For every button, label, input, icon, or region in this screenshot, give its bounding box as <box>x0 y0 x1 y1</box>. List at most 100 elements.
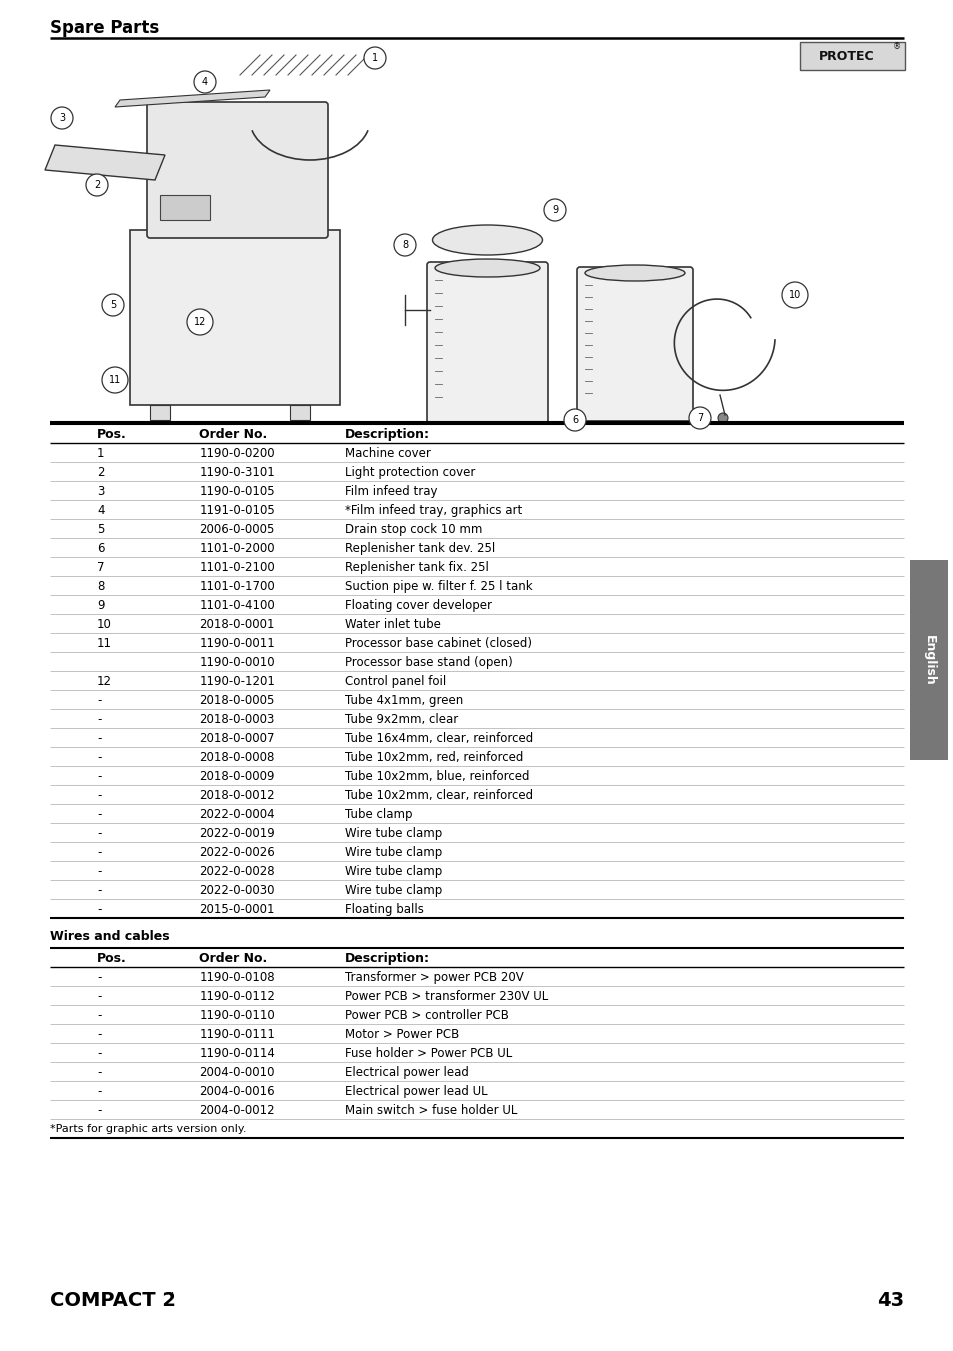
Text: 8: 8 <box>401 240 408 250</box>
Text: 1190-0-0011: 1190-0-0011 <box>199 636 274 650</box>
Text: -: - <box>97 1104 101 1117</box>
Circle shape <box>688 407 710 430</box>
Text: Floating balls: Floating balls <box>344 902 423 916</box>
Ellipse shape <box>435 259 539 277</box>
Text: 1101-0-2000: 1101-0-2000 <box>199 542 274 555</box>
Text: -: - <box>97 1009 101 1021</box>
Text: Floating cover developer: Floating cover developer <box>344 598 491 612</box>
Text: 2022-0-0030: 2022-0-0030 <box>199 884 274 897</box>
Text: 9: 9 <box>552 205 558 215</box>
Text: Power PCB > transformer 230V UL: Power PCB > transformer 230V UL <box>344 990 547 1002</box>
Text: 2004-0-0016: 2004-0-0016 <box>199 1085 274 1097</box>
Polygon shape <box>45 145 165 180</box>
Text: 1: 1 <box>97 447 105 459</box>
Text: 1101-0-4100: 1101-0-4100 <box>199 598 274 612</box>
FancyBboxPatch shape <box>147 101 328 238</box>
Text: *Parts for graphic arts version only.: *Parts for graphic arts version only. <box>50 1124 246 1133</box>
Text: 2004-0-0012: 2004-0-0012 <box>199 1104 274 1117</box>
Text: 2022-0-0028: 2022-0-0028 <box>199 865 274 878</box>
Text: Pos.: Pos. <box>97 428 127 440</box>
Text: ®: ® <box>892 42 900 51</box>
Circle shape <box>102 367 128 393</box>
Text: Processor base stand (open): Processor base stand (open) <box>344 657 512 669</box>
Text: Tube 9x2mm, clear: Tube 9x2mm, clear <box>344 713 457 725</box>
Circle shape <box>51 107 73 128</box>
Text: Replenisher tank dev. 25l: Replenisher tank dev. 25l <box>344 542 495 555</box>
Text: 1190-0-1201: 1190-0-1201 <box>199 676 275 688</box>
Text: -: - <box>97 970 101 984</box>
Text: 10: 10 <box>97 617 112 631</box>
Text: Order No.: Order No. <box>199 951 268 965</box>
Text: 1190-0-0111: 1190-0-0111 <box>199 1028 275 1040</box>
Text: -: - <box>97 846 101 859</box>
Text: 4: 4 <box>202 77 208 86</box>
Text: 11: 11 <box>97 636 112 650</box>
Text: Suction pipe w. filter f. 25 l tank: Suction pipe w. filter f. 25 l tank <box>344 580 532 593</box>
Text: 11: 11 <box>109 376 121 385</box>
Text: 2022-0-0026: 2022-0-0026 <box>199 846 274 859</box>
Text: -: - <box>97 732 101 744</box>
Text: 2018-0-0001: 2018-0-0001 <box>199 617 274 631</box>
Text: 2: 2 <box>97 466 105 480</box>
Text: 1190-0-0114: 1190-0-0114 <box>199 1047 275 1059</box>
Text: ™: ™ <box>165 1290 175 1300</box>
Text: Power PCB > controller PCB: Power PCB > controller PCB <box>344 1009 508 1021</box>
Text: 12: 12 <box>193 317 206 327</box>
Text: 2018-0-0003: 2018-0-0003 <box>199 713 274 725</box>
Circle shape <box>193 72 215 93</box>
Text: Replenisher tank fix. 25l: Replenisher tank fix. 25l <box>344 561 488 574</box>
Text: 1101-0-1700: 1101-0-1700 <box>199 580 274 593</box>
Text: Wires and cables: Wires and cables <box>50 929 170 943</box>
Text: Motor > Power PCB: Motor > Power PCB <box>344 1028 458 1040</box>
Text: Spare Parts: Spare Parts <box>50 19 159 36</box>
FancyBboxPatch shape <box>577 267 692 422</box>
Text: Wire tube clamp: Wire tube clamp <box>344 865 441 878</box>
Bar <box>130 230 339 405</box>
Text: 3: 3 <box>59 113 65 123</box>
Text: 2: 2 <box>93 180 100 190</box>
Text: Electrical power lead: Electrical power lead <box>344 1066 468 1078</box>
Text: COMPACT 2: COMPACT 2 <box>50 1290 175 1309</box>
Circle shape <box>563 409 585 431</box>
Text: Order No.: Order No. <box>199 428 268 440</box>
Text: Drain stop cock 10 mm: Drain stop cock 10 mm <box>344 523 481 536</box>
Polygon shape <box>115 91 270 107</box>
Text: -: - <box>97 1066 101 1078</box>
Bar <box>150 405 170 420</box>
Text: 7: 7 <box>696 413 702 423</box>
Bar <box>290 405 310 420</box>
Text: -: - <box>97 884 101 897</box>
Text: 7: 7 <box>97 561 105 574</box>
Text: Control panel foil: Control panel foil <box>344 676 445 688</box>
Text: Tube 16x4mm, clear, reinforced: Tube 16x4mm, clear, reinforced <box>344 732 533 744</box>
Text: 8: 8 <box>97 580 104 593</box>
Text: Pos.: Pos. <box>97 951 127 965</box>
Text: 43: 43 <box>876 1290 903 1309</box>
Text: 1191-0-0105: 1191-0-0105 <box>199 504 274 517</box>
Text: -: - <box>97 1047 101 1059</box>
Text: 2022-0-0004: 2022-0-0004 <box>199 808 274 821</box>
Bar <box>160 195 210 220</box>
Text: Tube clamp: Tube clamp <box>344 808 412 821</box>
Text: Description:: Description: <box>344 951 429 965</box>
Text: 6: 6 <box>572 415 578 426</box>
Text: Wire tube clamp: Wire tube clamp <box>344 827 441 840</box>
Text: Light protection cover: Light protection cover <box>344 466 475 480</box>
Text: 9: 9 <box>97 598 105 612</box>
Circle shape <box>781 282 807 308</box>
Text: 2022-0-0019: 2022-0-0019 <box>199 827 274 840</box>
Text: 1101-0-2100: 1101-0-2100 <box>199 561 274 574</box>
Text: -: - <box>97 827 101 840</box>
Text: -: - <box>97 713 101 725</box>
Text: 4: 4 <box>97 504 105 517</box>
Text: English: English <box>922 635 935 685</box>
Text: Fuse holder > Power PCB UL: Fuse holder > Power PCB UL <box>344 1047 512 1059</box>
Text: 2015-0-0001: 2015-0-0001 <box>199 902 274 916</box>
Text: -: - <box>97 1085 101 1097</box>
Text: -: - <box>97 789 101 802</box>
Text: 1190-0-0105: 1190-0-0105 <box>199 485 274 499</box>
Text: -: - <box>97 770 101 784</box>
Circle shape <box>187 309 213 335</box>
Text: 10: 10 <box>788 290 801 300</box>
Circle shape <box>543 199 565 222</box>
